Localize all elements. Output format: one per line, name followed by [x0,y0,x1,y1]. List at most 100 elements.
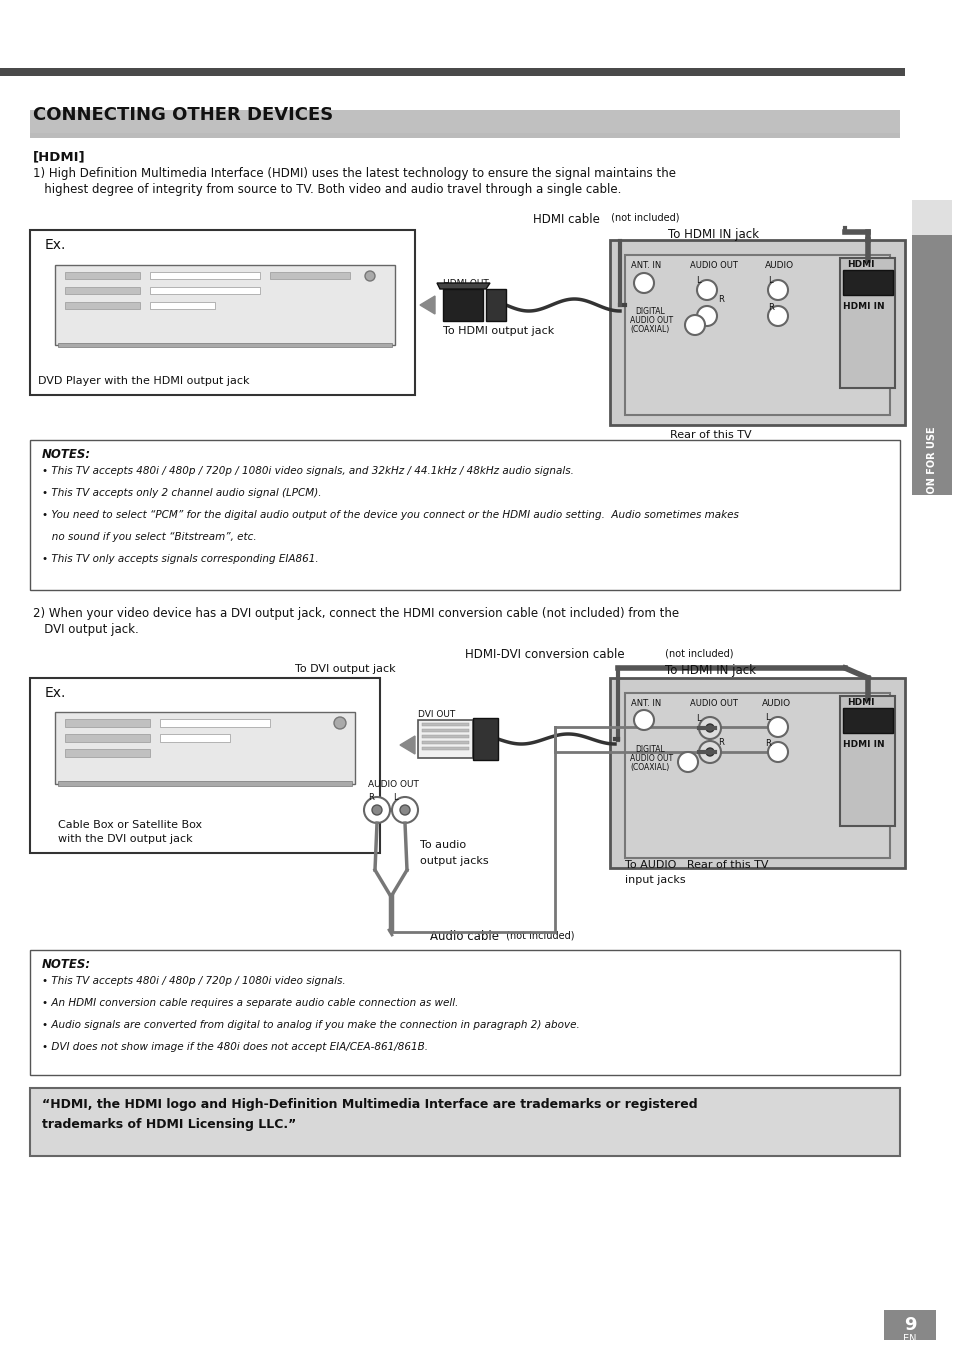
Polygon shape [842,708,892,733]
Bar [421,723,469,727]
Text: AUDIO: AUDIO [761,700,790,708]
Circle shape [697,306,717,326]
Bar [30,950,899,1074]
Text: • Audio signals are converted from digital to analog if you make the connection : • Audio signals are converted from digit… [42,1020,579,1030]
Text: no sound if you select “Bitstream”, etc.: no sound if you select “Bitstream”, etc. [42,532,256,542]
Text: Ex.: Ex. [45,239,67,252]
Bar [65,749,150,758]
Text: input jacks: input jacks [624,875,685,886]
Text: AUDIO OUT: AUDIO OUT [689,700,737,708]
Bar [30,1088,899,1157]
Bar [150,287,260,294]
Text: (COAXIAL): (COAXIAL) [629,763,669,772]
Bar [421,729,469,732]
Text: L: L [696,714,700,723]
Text: NOTES:: NOTES: [42,958,91,971]
Text: HDMI-DVI conversion cable: HDMI-DVI conversion cable [464,648,624,661]
Bar [609,678,904,868]
Bar [840,696,894,826]
Text: (not included): (not included) [607,213,679,222]
Text: R: R [368,793,374,802]
Bar [270,272,350,279]
Bar [421,735,469,737]
Bar [442,288,482,321]
Bar [609,240,904,425]
Bar [55,266,395,345]
Text: • This TV accepts 480i / 480p / 720p / 1080i video signals.: • This TV accepts 480i / 480p / 720p / 1… [42,976,345,985]
Text: 2) When your video device has a DVI output jack, connect the HDMI conversion cab: 2) When your video device has a DVI outp… [33,607,679,620]
Circle shape [364,797,390,824]
Bar [150,302,214,309]
Bar [911,200,951,235]
Bar [0,67,904,75]
Bar [30,111,899,113]
Circle shape [365,271,375,280]
Text: “HDMI, the HDMI logo and High-Definition Multimedia Interface are trademarks or : “HDMI, the HDMI logo and High-Definition… [42,1099,697,1111]
Text: L: L [696,276,700,284]
Text: NOTES:: NOTES: [42,448,91,461]
Text: Cable Box or Satellite Box: Cable Box or Satellite Box [58,820,202,830]
Bar [473,718,497,760]
Circle shape [767,741,787,762]
Bar [160,718,270,727]
Text: trademarks of HDMI Licensing LLC.”: trademarks of HDMI Licensing LLC.” [42,1117,296,1131]
Text: HDMI OUT: HDMI OUT [442,279,488,288]
Circle shape [684,315,704,336]
Text: L: L [767,276,772,284]
Circle shape [699,741,720,763]
Text: To DVI output jack: To DVI output jack [294,665,395,674]
Text: (not included): (not included) [502,930,574,940]
Circle shape [697,280,717,301]
Bar [421,741,469,744]
Circle shape [767,717,787,737]
Bar [65,718,150,727]
Text: Audio cable: Audio cable [430,930,498,944]
Circle shape [705,748,713,756]
Text: (COAXIAL): (COAXIAL) [629,325,669,334]
Bar [883,1310,935,1340]
Polygon shape [485,288,505,321]
Text: • You need to select “PCM” for the digital audio output of the device you connec: • You need to select “PCM” for the digit… [42,510,739,520]
Text: R: R [718,737,723,747]
Text: AUDIO OUT: AUDIO OUT [629,315,673,325]
Polygon shape [842,270,892,295]
Text: HDMI: HDMI [846,698,874,706]
Bar [911,235,951,495]
Bar [840,257,894,388]
Text: • An HDMI conversion cable requires a separate audio cable connection as well.: • An HDMI conversion cable requires a se… [42,998,457,1008]
Text: L: L [393,793,397,802]
Text: R: R [764,739,770,748]
Bar [30,133,899,137]
Circle shape [634,274,654,293]
Text: AUDIO OUT: AUDIO OUT [689,262,737,270]
Bar [421,747,469,749]
Text: (not included): (not included) [661,648,733,658]
Text: EN: EN [902,1335,916,1344]
Text: CONNECTING OTHER DEVICES: CONNECTING OTHER DEVICES [33,106,333,124]
Text: DVI OUT: DVI OUT [417,710,455,718]
Text: with the DVI output jack: with the DVI output jack [58,834,193,844]
Text: highest degree of integrity from source to TV. Both video and audio travel throu: highest degree of integrity from source … [33,183,620,195]
Text: To HDMI IN jack: To HDMI IN jack [664,665,755,677]
Circle shape [767,280,787,301]
Circle shape [399,805,410,816]
Bar [624,693,889,857]
Text: To AUDIO   Rear of this TV: To AUDIO Rear of this TV [624,860,768,869]
Text: L: L [764,713,769,723]
Bar [58,342,392,346]
Bar [160,735,230,741]
Bar [30,439,899,590]
Bar [417,720,473,758]
Circle shape [705,724,713,732]
Bar [65,302,140,309]
Bar [65,272,140,279]
Text: AUDIO OUT: AUDIO OUT [629,754,673,763]
Text: To audio: To audio [419,840,466,851]
Text: AUDIO: AUDIO [764,262,793,270]
Text: DVD Player with the HDMI output jack: DVD Player with the HDMI output jack [38,376,250,386]
Text: To HDMI IN jack: To HDMI IN jack [667,228,759,241]
Text: AUDIO OUT: AUDIO OUT [368,780,418,789]
Text: R: R [718,295,723,305]
Polygon shape [399,736,415,754]
Circle shape [372,805,381,816]
